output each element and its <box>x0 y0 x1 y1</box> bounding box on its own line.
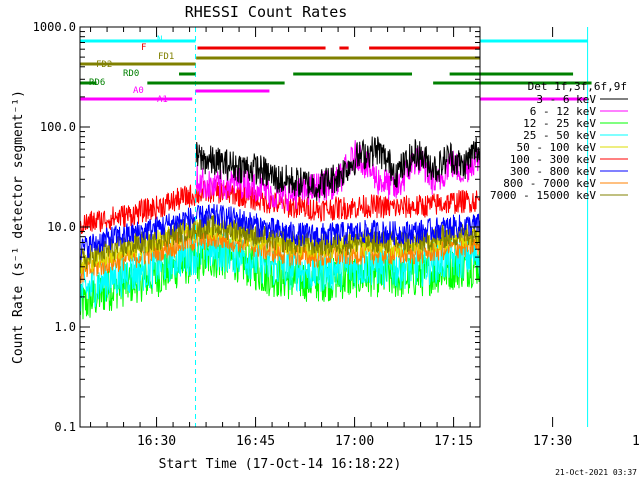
y-tick-label: 1000.0 <box>33 20 76 34</box>
y-axis-label: Count Rate (s⁻¹ detector segment⁻¹) <box>11 90 26 364</box>
chart-title: RHESSI Count Rates <box>185 3 348 21</box>
x-tick-label: 17:15 <box>434 434 473 449</box>
legend-label-6: 100 - 300 keV <box>510 153 596 166</box>
x-tick-label: 17:00 <box>335 434 374 449</box>
legend-header: Det 1f,3f,6f,9f <box>528 80 627 93</box>
y-tick-label: 100.0 <box>40 120 76 134</box>
y-tick-label: 0.1 <box>54 420 76 434</box>
legend-label-5: 50 - 100 keV <box>517 141 597 154</box>
flag-label-rd0: RD0 <box>123 69 139 79</box>
y-tick-label: 1.0 <box>54 320 76 334</box>
flag-label-fd2: FD2 <box>96 60 112 70</box>
legend-label-3: 12 - 25 keV <box>523 117 596 130</box>
legend-label-7: 300 - 800 keV <box>510 165 596 178</box>
flag-label-a1: A1 <box>157 95 168 105</box>
legend-label-8: 800 - 7000 keV <box>503 177 596 190</box>
flag-bar-layer: N F FD1 FD2 RD0 RD6 A0 A1 <box>80 35 592 105</box>
flag-label-fd1: FD1 <box>158 52 174 62</box>
x-tick-label: 17:45 <box>632 434 640 449</box>
legend-label-2: 6 - 12 keV <box>530 105 597 118</box>
flag-label-a0: A0 <box>133 86 144 96</box>
footer-timestamp: 21-Oct-2021 03:37 <box>555 468 637 477</box>
flag-label-f: F <box>141 43 146 53</box>
x-tick-label: 17:30 <box>533 434 572 449</box>
x-tick-label: 16:30 <box>137 434 176 449</box>
x-axis-label: Start Time (17-Oct-14 16:18:22) <box>159 457 402 472</box>
flag-label-rd6: RD6 <box>89 78 105 88</box>
legend-label-4: 25 - 50 keV <box>523 129 596 142</box>
legend-label-9: 7000 - 15000 keV <box>490 189 596 202</box>
flag-label-n: N <box>157 35 162 45</box>
legend-label-1: 3 - 6 keV <box>536 93 596 106</box>
axis-layer: 1000.0 100.0 10.0 1.0 0.1 16:30 16:45 17:00 17:1… <box>33 20 640 449</box>
y-tick-label: 10.0 <box>47 220 76 234</box>
x-tick-label: 16:45 <box>236 434 275 449</box>
